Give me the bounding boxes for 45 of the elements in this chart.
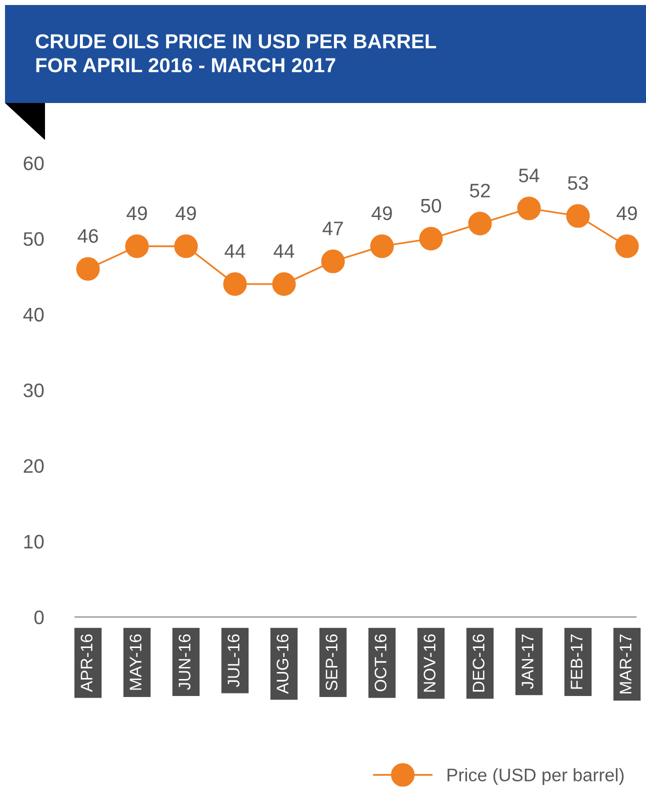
point [125,234,149,258]
point [370,234,394,258]
y-tick-label: 0 [34,610,44,624]
data-label: 49 [616,206,637,220]
data-label: 54 [518,168,540,182]
data-label: 49 [372,206,392,220]
data-label: 49 [126,206,147,220]
y-tick-label: 50 [24,232,44,246]
legend-label: Price (USD per barrel) [448,768,624,785]
data-label: 46 [78,229,98,243]
x-tick-label: FEB-17 [570,634,582,689]
point [272,272,296,296]
x-tick-label: AUG-16 [276,634,288,694]
x-tick-label: JUN-16 [178,634,190,690]
x-tick-label: JAN-17 [522,634,534,689]
x-tick-label: MAR-17 [620,634,632,694]
y-tick-label: 10 [24,534,44,549]
x-tick-label: NOV-16 [424,634,436,692]
x-tick-label: MAY-16 [130,634,142,690]
y-tick-label: 30 [24,383,44,398]
point [615,234,639,258]
chart-title: CRUDE OILS PRICE IN USD PER BARREL FOR APRIL 2016 - MARCH 2017 [36,34,436,72]
point [517,196,541,220]
point [174,234,198,258]
x-tick-label: APR-16 [80,634,92,692]
point [223,272,247,296]
y-tick-label: 40 [23,308,44,322]
point [468,212,492,236]
data-label: 49 [176,206,196,220]
y-tick-label: 20 [24,459,44,473]
point [566,204,590,228]
data-label: 44 [274,244,294,258]
y-tick-label: 60 [24,156,44,170]
point [76,257,100,281]
x-tick-label: JUL-16 [228,634,240,688]
point [419,226,443,250]
x-tick-label: DEC-16 [472,634,484,692]
data-label: 52 [470,184,490,198]
x-tick-label: OCT-16 [374,634,386,692]
data-label: 53 [568,176,588,190]
data-label: 50 [420,198,442,213]
data-label: 47 [322,222,343,236]
point [321,250,345,274]
data-label: 44 [224,244,246,258]
x-tick-label: SEP-16 [326,634,338,690]
